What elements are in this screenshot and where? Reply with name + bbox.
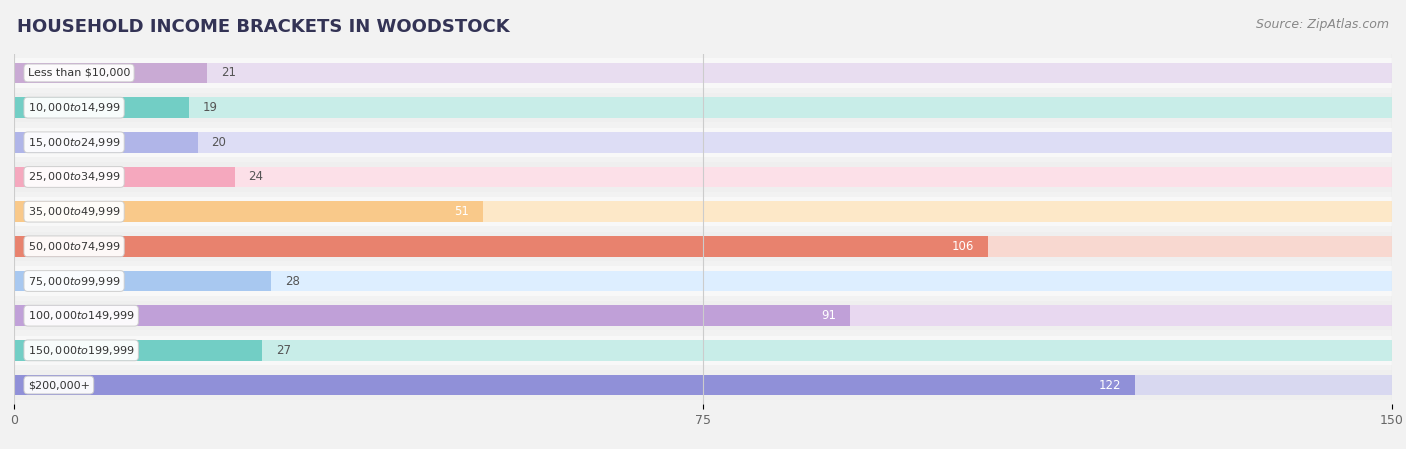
Text: $200,000+: $200,000+ <box>28 380 90 390</box>
Bar <box>14 374 1392 396</box>
Bar <box>14 167 235 187</box>
Bar <box>14 301 1392 330</box>
Bar <box>14 58 1392 88</box>
Bar <box>14 232 1392 261</box>
Bar <box>14 132 198 153</box>
Bar <box>14 201 482 222</box>
Bar <box>14 271 271 291</box>
Text: Less than $10,000: Less than $10,000 <box>28 68 131 78</box>
Text: 21: 21 <box>221 66 236 79</box>
Text: 27: 27 <box>276 344 291 357</box>
Bar <box>14 305 1392 326</box>
Text: HOUSEHOLD INCOME BRACKETS IN WOODSTOCK: HOUSEHOLD INCOME BRACKETS IN WOODSTOCK <box>17 18 509 36</box>
Bar <box>14 97 188 118</box>
Bar <box>14 162 1392 192</box>
Bar <box>14 236 988 257</box>
Bar <box>14 97 1392 118</box>
Text: $50,000 to $74,999: $50,000 to $74,999 <box>28 240 121 253</box>
Bar <box>14 340 1392 361</box>
Bar <box>14 93 1392 123</box>
Bar <box>14 62 1392 84</box>
Bar <box>14 374 1135 396</box>
Text: $15,000 to $24,999: $15,000 to $24,999 <box>28 136 121 149</box>
Text: 91: 91 <box>821 309 837 322</box>
Bar <box>14 271 1392 291</box>
Text: 28: 28 <box>285 274 299 287</box>
Text: $25,000 to $34,999: $25,000 to $34,999 <box>28 171 121 184</box>
Bar <box>14 335 1392 365</box>
Text: $100,000 to $149,999: $100,000 to $149,999 <box>28 309 135 322</box>
Text: $150,000 to $199,999: $150,000 to $199,999 <box>28 344 135 357</box>
Text: 24: 24 <box>249 171 263 184</box>
Text: 106: 106 <box>952 240 974 253</box>
Bar <box>14 62 207 84</box>
Bar <box>14 340 262 361</box>
Bar <box>14 305 851 326</box>
Text: $75,000 to $99,999: $75,000 to $99,999 <box>28 274 121 287</box>
Bar <box>14 128 1392 157</box>
Text: 51: 51 <box>454 205 468 218</box>
Text: $35,000 to $49,999: $35,000 to $49,999 <box>28 205 121 218</box>
Bar <box>14 197 1392 226</box>
Bar <box>14 236 1392 257</box>
Bar <box>14 167 1392 187</box>
Text: 19: 19 <box>202 101 218 114</box>
Bar <box>14 370 1392 400</box>
Text: Source: ZipAtlas.com: Source: ZipAtlas.com <box>1256 18 1389 31</box>
Text: $10,000 to $14,999: $10,000 to $14,999 <box>28 101 121 114</box>
Bar <box>14 266 1392 296</box>
Bar <box>14 201 1392 222</box>
Text: 122: 122 <box>1098 379 1121 392</box>
Bar <box>14 132 1392 153</box>
Text: 20: 20 <box>211 136 226 149</box>
